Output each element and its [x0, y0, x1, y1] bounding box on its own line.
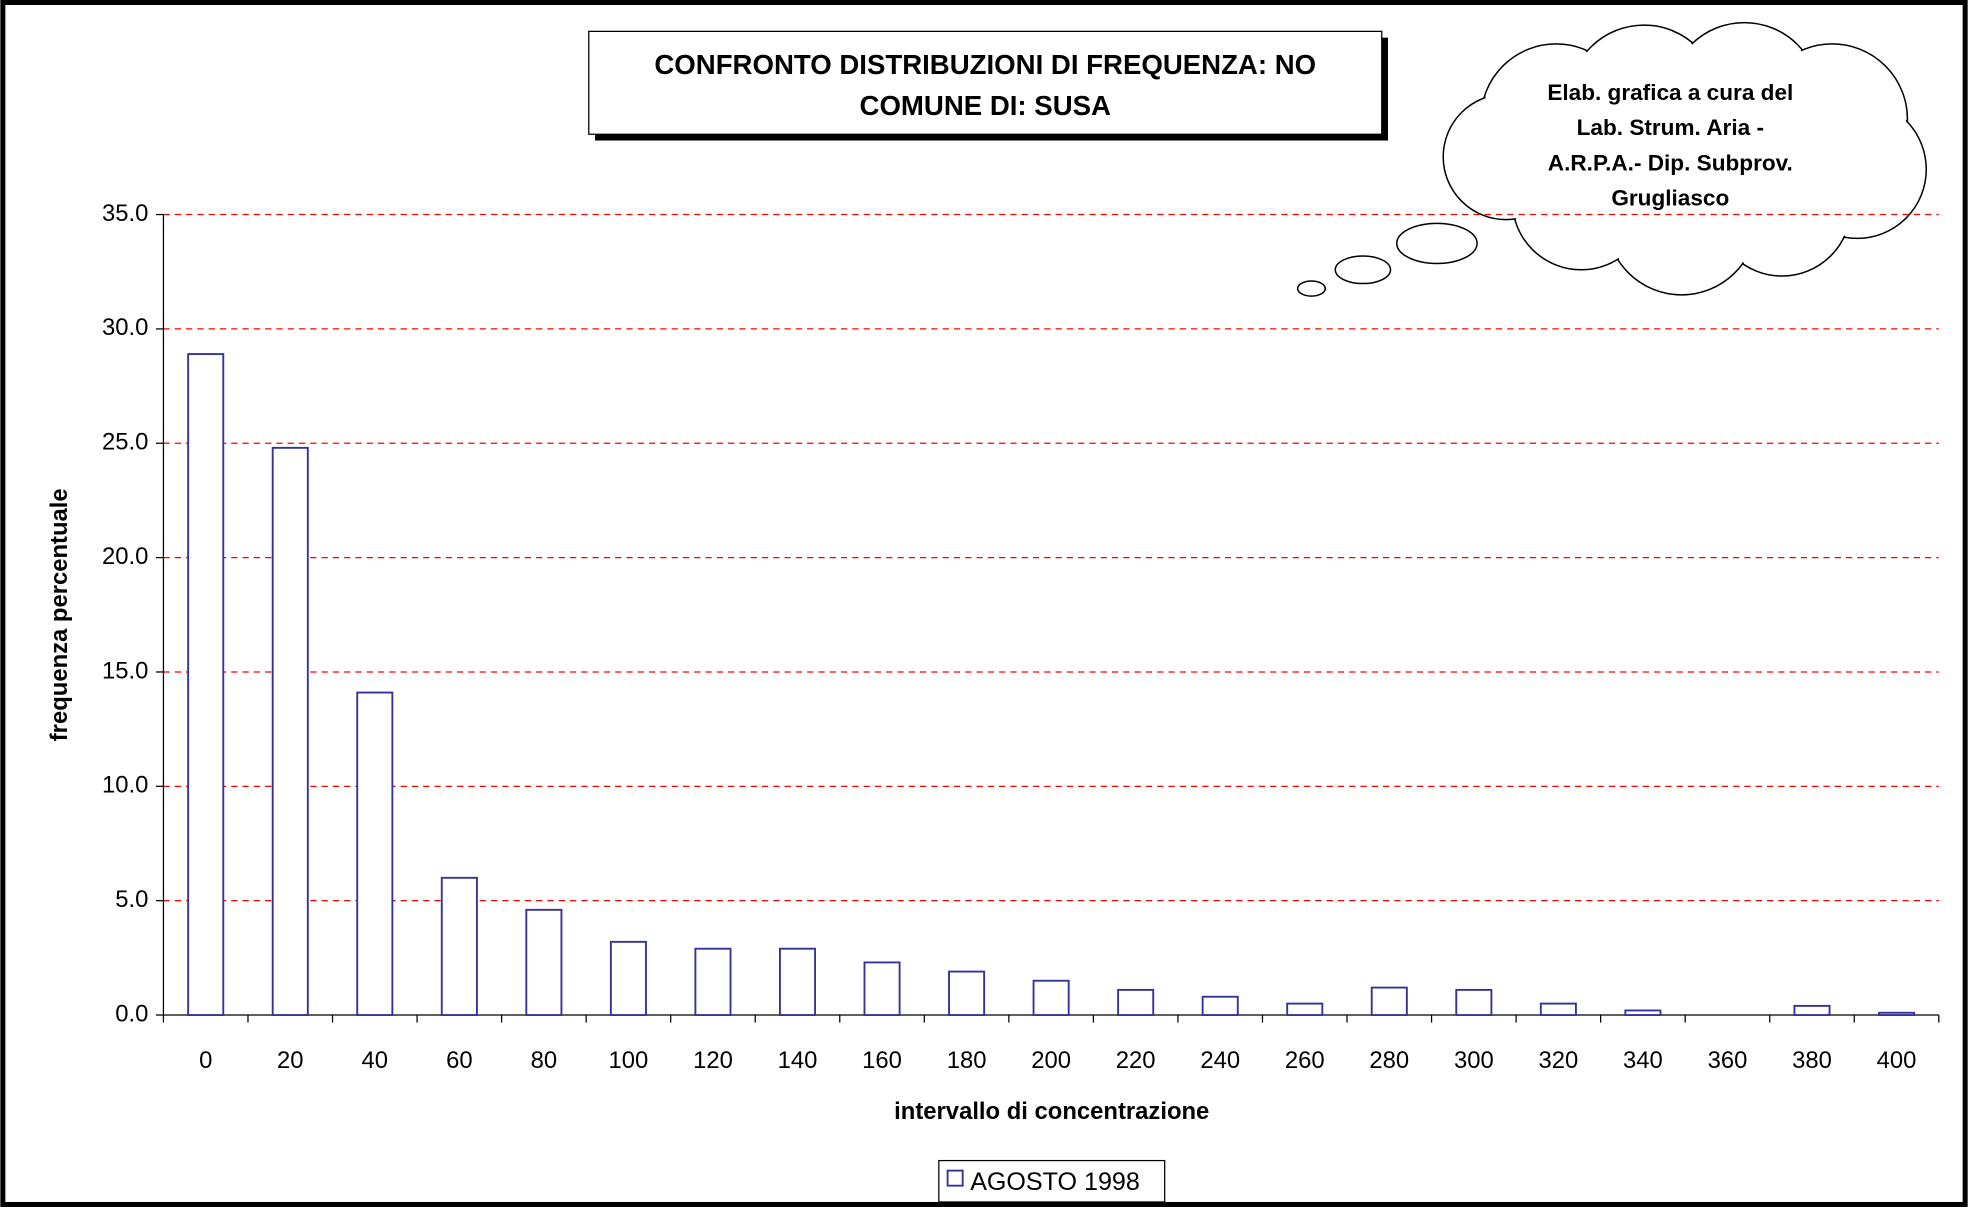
- bar: [1794, 1006, 1829, 1015]
- x-tick-label: 0: [199, 1047, 212, 1074]
- thought-bubble: [1397, 223, 1477, 263]
- x-tick-label: 240: [1200, 1047, 1240, 1074]
- x-tick-label: 100: [609, 1047, 649, 1074]
- x-tick-label: 180: [947, 1047, 987, 1074]
- x-tick-label: 400: [1877, 1047, 1917, 1074]
- x-tick-label: 40: [362, 1047, 389, 1074]
- bar: [780, 949, 815, 1015]
- x-tick-label: 280: [1369, 1047, 1409, 1074]
- x-tick-label: 300: [1454, 1047, 1494, 1074]
- x-tick-label: 380: [1792, 1047, 1832, 1074]
- annotation: Elab. grafica a cura del: [1547, 80, 1793, 105]
- legend-label: AGOSTO 1998: [970, 1168, 1140, 1196]
- x-tick-label: 260: [1285, 1047, 1325, 1074]
- x-tick-label: 340: [1623, 1047, 1663, 1074]
- x-tick-label: 320: [1538, 1047, 1578, 1074]
- annotation: A.R.P.A.- Dip. Subprov.: [1548, 150, 1793, 175]
- x-tick-label: 80: [531, 1047, 558, 1074]
- x-tick-label: 140: [778, 1047, 818, 1074]
- bar: [1456, 990, 1491, 1015]
- y-tick-label: 15.0: [102, 657, 148, 684]
- bar: [1879, 1013, 1914, 1015]
- x-tick-label: 360: [1708, 1047, 1748, 1074]
- y-tick-label: 20.0: [102, 543, 148, 570]
- bar: [611, 942, 646, 1015]
- x-tick-label: 20: [277, 1047, 304, 1074]
- x-tick-label: 220: [1116, 1047, 1156, 1074]
- bar: [1372, 988, 1407, 1015]
- y-tick-label: 25.0: [102, 429, 148, 456]
- x-tick-label: 60: [446, 1047, 473, 1074]
- y-tick-label: 5.0: [115, 886, 148, 913]
- bar: [695, 949, 730, 1015]
- x-axis-label: intervallo di concentrazione: [894, 1098, 1209, 1125]
- x-tick-label: 120: [693, 1047, 733, 1074]
- bar: [526, 910, 561, 1015]
- y-axis-label: frequenza percentuale: [46, 488, 73, 741]
- annotation: Lab. Strum. Aria -: [1577, 115, 1764, 140]
- bar: [1034, 981, 1069, 1015]
- chart: CONFRONTO DISTRIBUZIONI DI FREQUENZA: NO…: [0, 0, 1968, 1207]
- bar: [1625, 1010, 1660, 1015]
- bar: [357, 693, 392, 1015]
- annotation: Grugliasco: [1611, 185, 1729, 210]
- y-tick-label: 35.0: [102, 200, 148, 227]
- bar: [864, 962, 899, 1015]
- bar: [1287, 1004, 1322, 1015]
- bar: [1118, 990, 1153, 1015]
- bar: [949, 972, 984, 1015]
- legend-swatch: [948, 1171, 963, 1186]
- x-tick-label: 160: [862, 1047, 902, 1074]
- bar: [188, 354, 223, 1015]
- bar: [1541, 1004, 1576, 1015]
- x-tick-label: 200: [1031, 1047, 1071, 1074]
- chart-title: COMUNE DI: SUSA: [860, 90, 1111, 121]
- y-tick-label: 30.0: [102, 314, 148, 341]
- thought-bubble: [1298, 281, 1326, 296]
- y-tick-label: 0.0: [115, 1000, 148, 1027]
- bar: [273, 448, 308, 1015]
- bar: [1203, 997, 1238, 1015]
- chart-title: CONFRONTO DISTRIBUZIONI DI FREQUENZA: NO: [654, 49, 1316, 80]
- thought-bubble: [1335, 256, 1390, 284]
- y-tick-label: 10.0: [102, 772, 148, 799]
- bar: [442, 878, 477, 1015]
